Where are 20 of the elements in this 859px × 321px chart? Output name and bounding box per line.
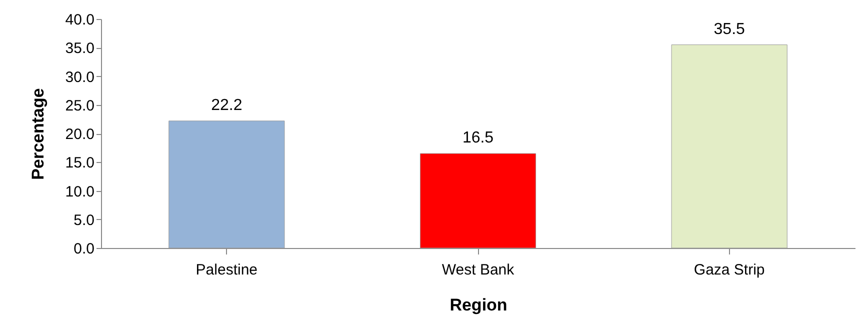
x-tick-label: West Bank	[442, 262, 515, 278]
y-tick-label: 0.0	[74, 240, 94, 258]
x-tick-label: Palestine	[196, 262, 258, 278]
data-label: 22.2	[211, 96, 242, 114]
y-tick-label: 25.0	[65, 97, 94, 114]
bar	[420, 153, 536, 248]
x-tick-label: Gaza Strip	[694, 262, 765, 278]
y-tick-label: 20.0	[65, 126, 94, 143]
y-tick-label: 15.0	[65, 154, 94, 172]
data-label: 16.5	[462, 130, 494, 147]
x-axis-title: Region	[450, 296, 508, 314]
bar	[168, 120, 285, 248]
bar	[671, 44, 788, 248]
y-tick-label: 30.0	[65, 68, 94, 86]
y-axis-title: Percentage	[28, 88, 48, 180]
y-tick-label: 35.0	[65, 40, 94, 58]
y-tick-label: 10.0	[65, 183, 94, 200]
data-label: 35.5	[714, 20, 746, 38]
y-tick-label: 40.0	[65, 12, 94, 28]
y-tick-label: 5.0	[74, 212, 94, 229]
